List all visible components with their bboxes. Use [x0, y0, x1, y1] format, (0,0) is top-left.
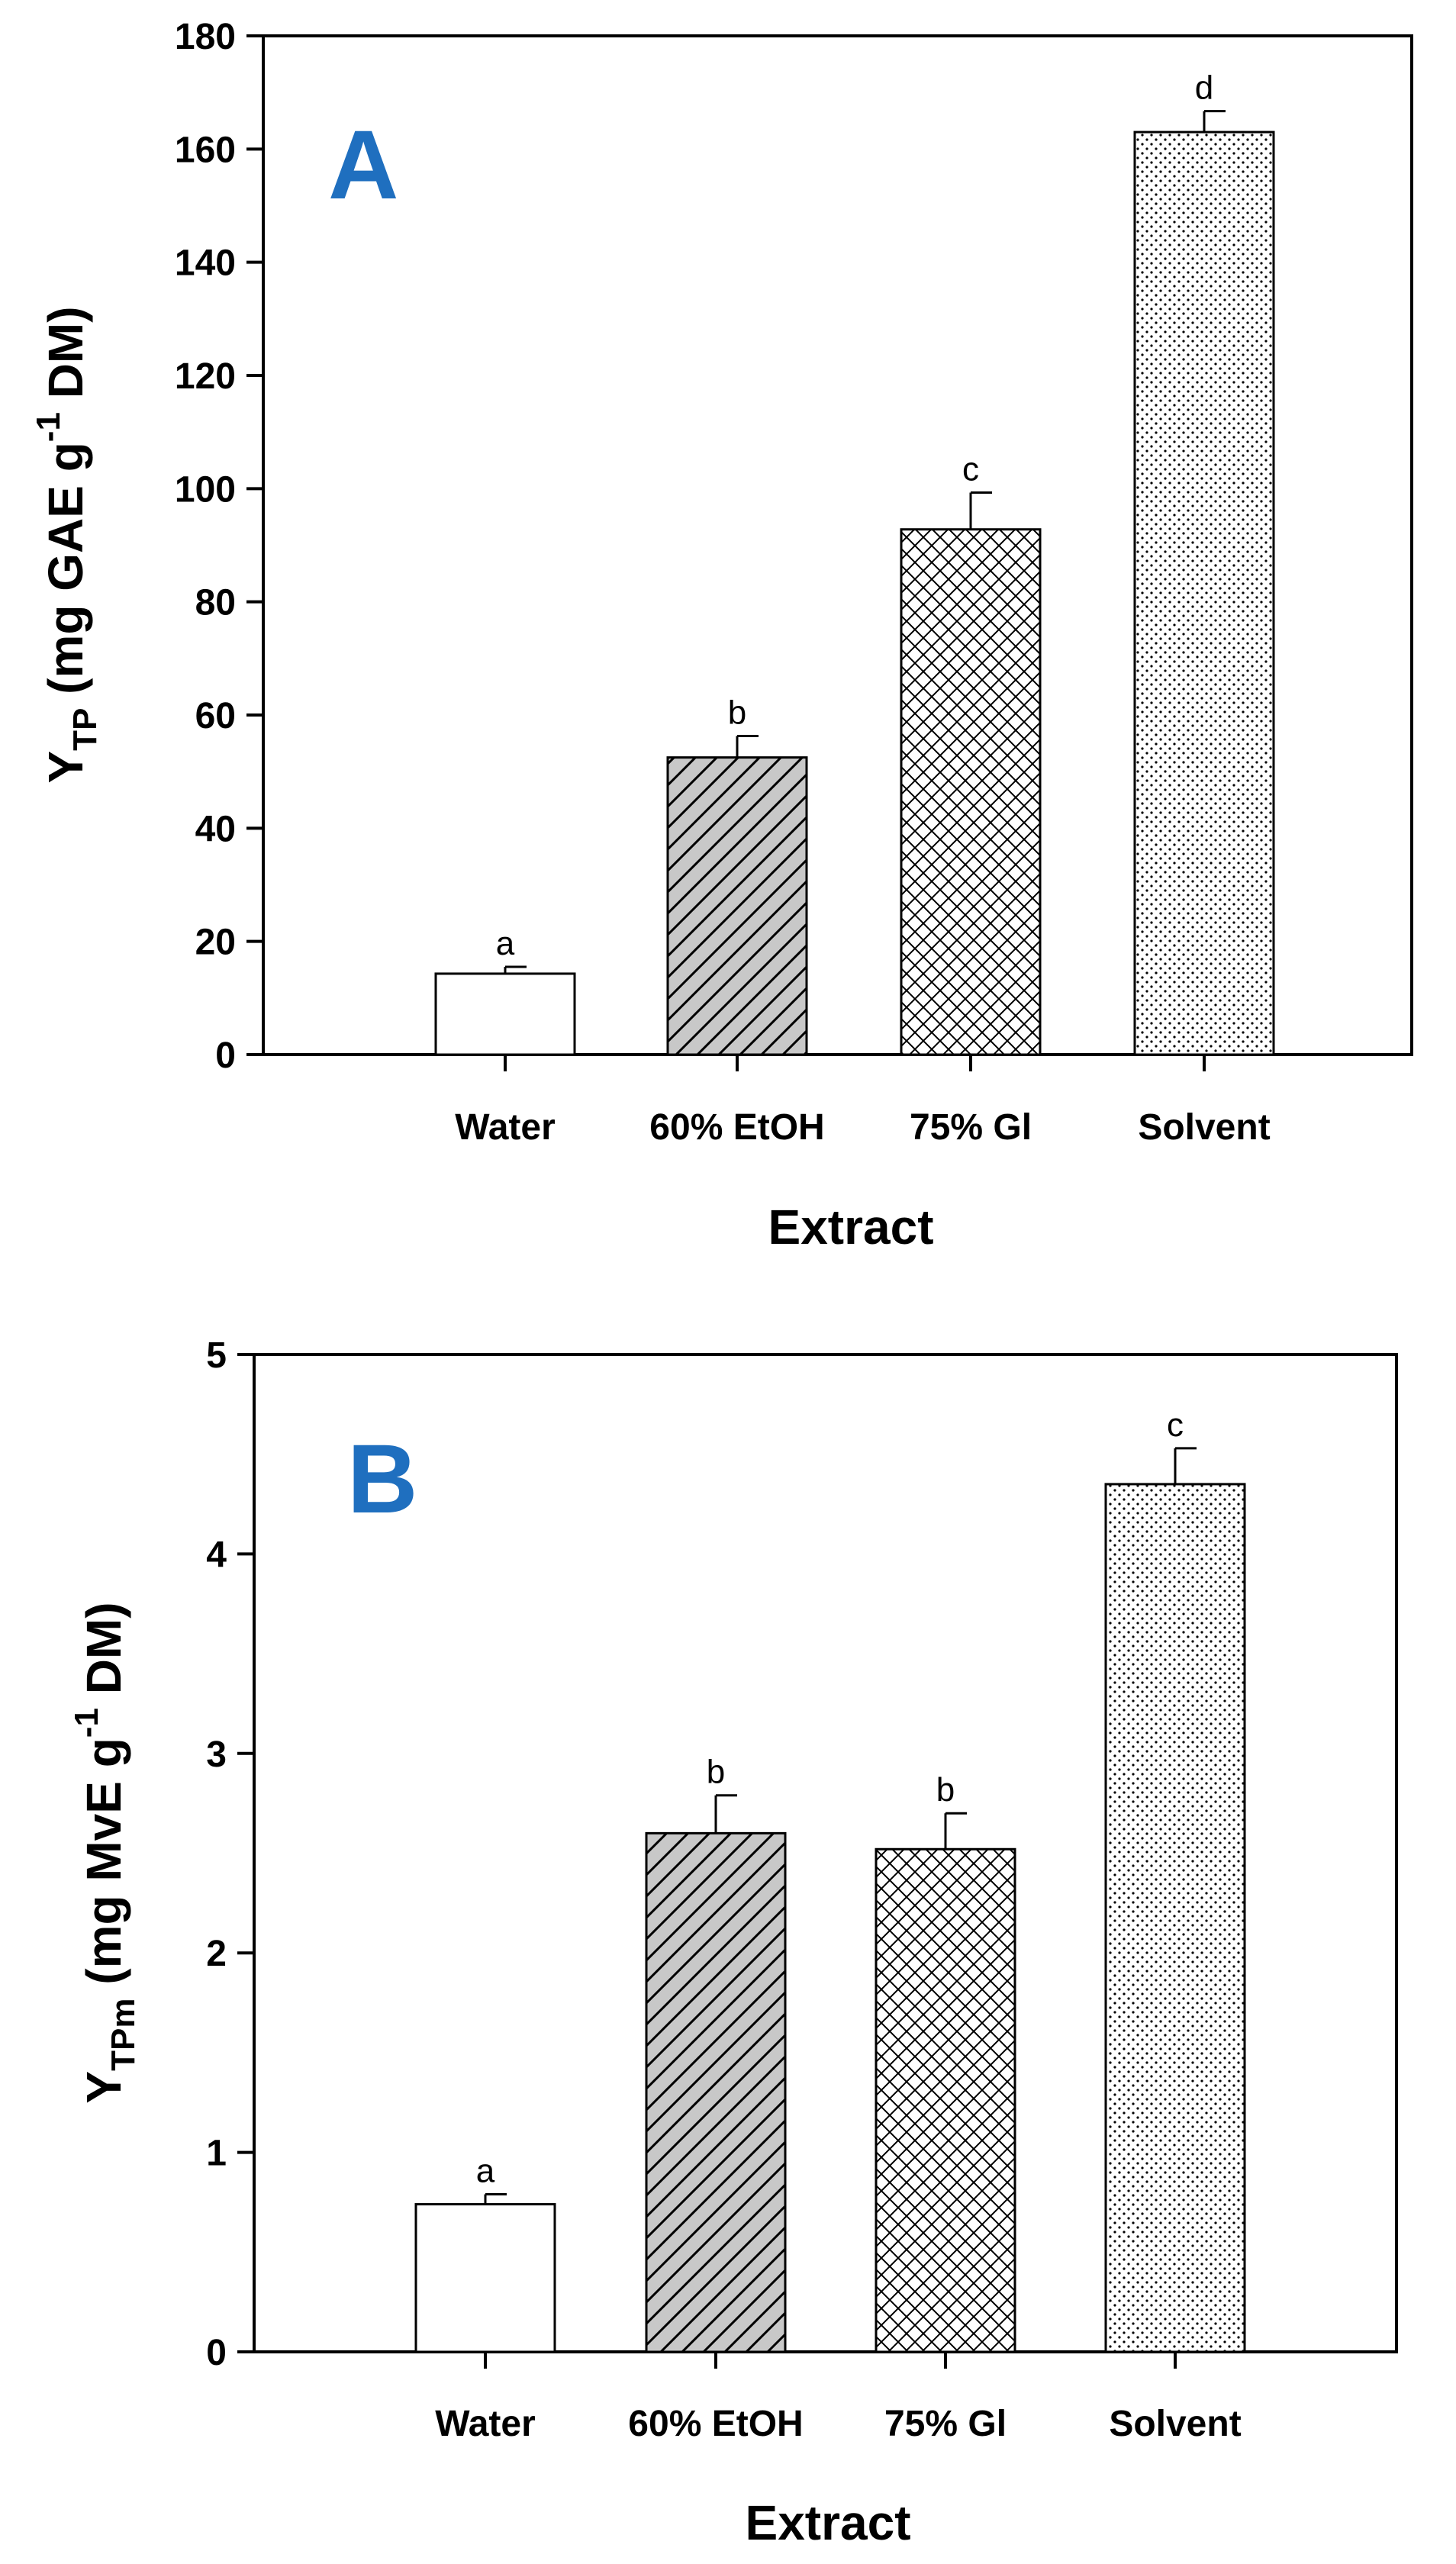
y-tick-label: 60 [195, 696, 236, 736]
x-tick-label: 60% EtOH [628, 2404, 803, 2444]
significance-label: b [707, 1754, 725, 1791]
y-tick-label: 4 [206, 1535, 227, 1575]
y-tick-label: 120 [175, 356, 236, 397]
bar [414, 2203, 556, 2353]
significance-label: b [728, 694, 746, 731]
x-tick-label: Solvent [1109, 2404, 1241, 2444]
y-tick-label: 160 [175, 130, 236, 170]
panel-label: B [347, 1425, 417, 1534]
y-tick-label: 100 [175, 469, 236, 510]
significance-label: d [1195, 69, 1213, 107]
bar [645, 1831, 787, 2353]
y-tick-label: 5 [206, 1335, 227, 1376]
y-tick-label: 0 [215, 1036, 236, 1076]
y-tick-label: 3 [206, 1735, 227, 1775]
y-tick-label: 80 [195, 583, 236, 623]
y-tick-label: 2 [206, 1934, 227, 1974]
y-tick-label: 0 [206, 2333, 227, 2373]
panel-label: A [328, 111, 398, 220]
significance-label: c [1167, 1406, 1184, 1444]
x-tick-label: Water [435, 2404, 536, 2444]
bar [666, 756, 808, 1056]
significance-label: a [476, 2152, 495, 2189]
y-axis-title: YTPm (mg MvE g-1 DM) [68, 1602, 142, 2103]
chart-panel-b: B Extract YTPm (mg MvE g-1 DM) 0 1 2 3 4 5 a Wa… [68, 1335, 1398, 2550]
y-tick-label: 20 [195, 923, 236, 963]
y-tick-label: 1 [206, 2134, 227, 2174]
chart-panel-a: A Extract YTP (mg GAE g-1 DM) 0 20 40 60 80 1… [30, 17, 1413, 1255]
x-tick-label: 75% Gl [910, 1107, 1032, 1148]
significance-label: b [936, 1771, 955, 1809]
bar [875, 1847, 1016, 2353]
plot-frame [262, 34, 1413, 1056]
bar [1104, 1483, 1246, 2353]
bar [900, 528, 1042, 1056]
y-tick-label: 40 [195, 809, 236, 849]
y-tick-label: 140 [175, 243, 236, 284]
x-axis-title: Extract [768, 1200, 934, 1255]
x-tick-label: Water [455, 1107, 556, 1148]
x-tick-label: Solvent [1138, 1107, 1270, 1148]
x-tick-label: 75% Gl [884, 2404, 1007, 2444]
bar [1133, 130, 1275, 1056]
y-axis-title: YTP (mg GAE g-1 DM) [30, 306, 104, 783]
y-tick-label: 180 [175, 17, 236, 57]
x-tick-label: 60% EtOH [649, 1107, 824, 1148]
significance-label: c [962, 451, 979, 488]
plot-frame [253, 1353, 1398, 2353]
x-axis-title: Extract [746, 2495, 911, 2550]
significance-label: a [496, 925, 515, 962]
bar [434, 972, 576, 1056]
